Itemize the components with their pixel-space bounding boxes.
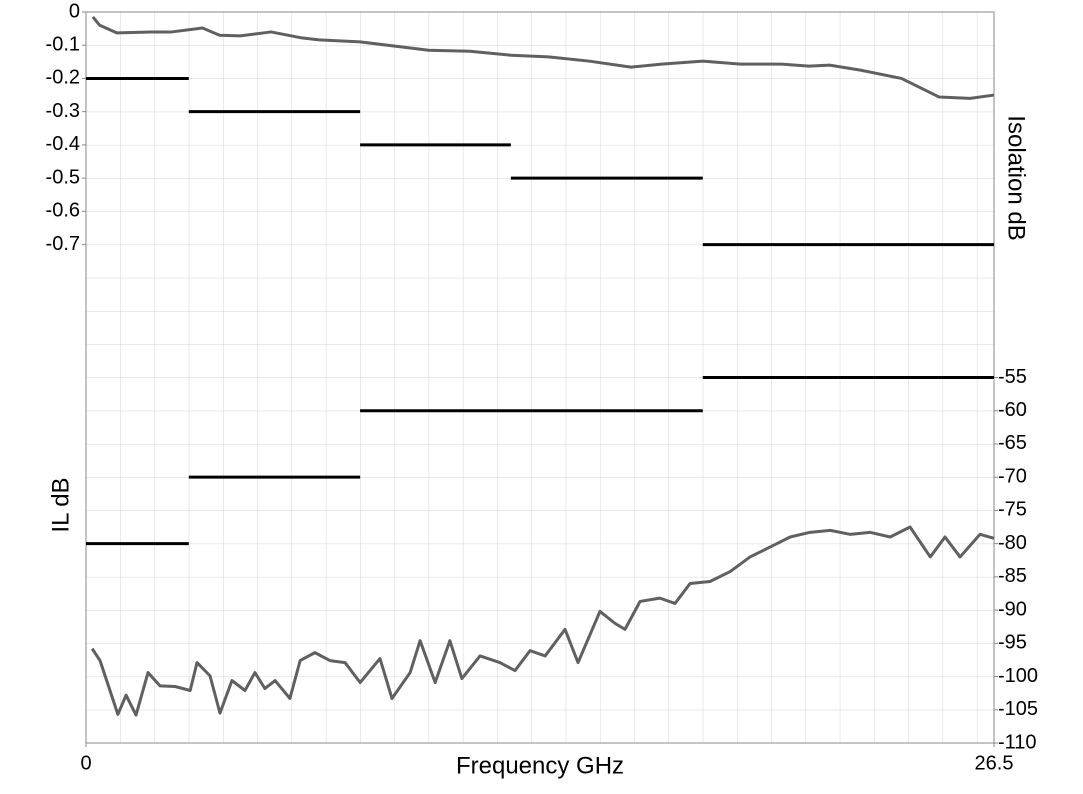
y2-tick-label: -100 [998, 665, 1038, 687]
x-tick-label: 0 [80, 752, 91, 774]
y-axis-label: IL dB [47, 477, 74, 532]
x-axis-label: Frequency GHz [456, 752, 624, 779]
y2-tick-label: -75 [998, 499, 1027, 521]
y2-tick-label: -110 [998, 731, 1037, 753]
y2-tick-label: -90 [998, 598, 1027, 620]
x-tick-label: 26.5 [975, 752, 1014, 774]
y-tick-label: -0.1 [46, 34, 80, 56]
y-tick-label: -0.6 [46, 200, 80, 222]
y-tick-label: -0.2 [46, 67, 80, 89]
y-tick-label: -0.7 [46, 233, 80, 255]
y-tick-label: -0.3 [46, 100, 80, 122]
y2-tick-label: -95 [998, 632, 1027, 654]
y-tick-label: -0.4 [46, 133, 80, 155]
y2-tick-label: -60 [998, 399, 1027, 421]
y-tick-label: -0.5 [46, 166, 80, 188]
y2-tick-label: -85 [998, 565, 1027, 587]
y2-tick-label: -70 [998, 465, 1027, 487]
y2-tick-label: -65 [998, 432, 1027, 454]
y2-axis-label: Isolation dB [1003, 115, 1030, 240]
trace [91, 16, 995, 100]
y2-tick-label: -80 [998, 532, 1027, 554]
y2-tick-label: -105 [998, 698, 1038, 720]
trace [90, 525, 995, 717]
y2-tick-label: -55 [998, 366, 1027, 388]
y-tick-label: 0 [69, 0, 80, 22]
